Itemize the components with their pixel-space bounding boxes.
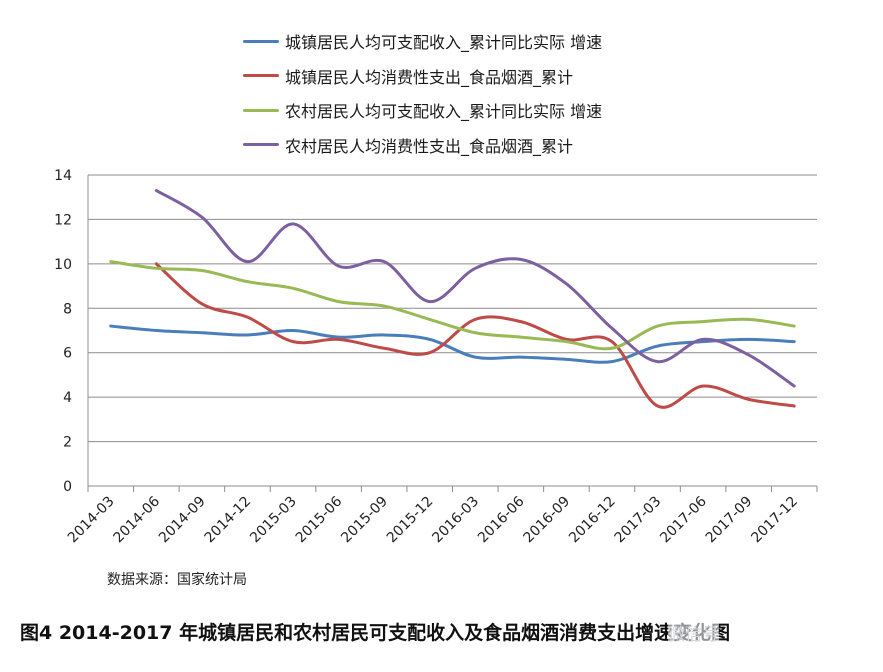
y-tick-label: 6 [63, 346, 72, 362]
chart-legend: 城镇居民人均可支配收入_累计同比实际 增速 城镇居民人均消费性支出_食品烟酒_累… [243, 24, 663, 162]
x-tick-label: 2016-06 [475, 493, 528, 546]
x-tick-label: 2016-09 [521, 494, 574, 547]
legend-label: 农村居民人均消费性支出_食品烟酒_累计 [285, 136, 574, 156]
legend-item: 城镇居民人均消费性支出_食品烟酒_累计 [243, 59, 663, 94]
y-tick-label: 4 [63, 390, 72, 406]
legend-label: 城镇居民人均可支配收入_累计同比实际 增速 [285, 33, 603, 53]
x-tick-label: 2014-12 [202, 494, 255, 547]
x-tick-label: 2015-12 [384, 494, 437, 547]
series-line-3 [154, 189, 796, 388]
y-tick-label: 14 [54, 168, 72, 184]
legend-swatch [243, 39, 279, 43]
series-line-0 [109, 324, 796, 364]
x-tick-label: 2014-06 [110, 493, 163, 546]
y-tick-label: 8 [63, 301, 72, 317]
legend-item: 农村居民人均消费性支出_食品烟酒_累计 [243, 128, 663, 163]
legend-item: 农村居民人均可支配收入_累计同比实际 增速 [243, 93, 663, 128]
watermark: 微信号 [668, 620, 719, 645]
source-note: 数据来源：国家统计局 [107, 572, 247, 588]
x-tick-label: 2014-03 [65, 494, 118, 547]
y-tick-label: 12 [54, 212, 72, 228]
legend-swatch [243, 74, 279, 78]
legend-swatch [243, 143, 279, 147]
y-tick-label: 0 [63, 479, 72, 495]
x-tick-label: 2015-03 [247, 494, 300, 547]
legend-swatch [243, 108, 279, 112]
series-line-2 [109, 260, 796, 351]
series-line-1 [154, 262, 796, 409]
figure-caption: 图4 2014-2017 年城镇居民和农村居民可支配收入及食品烟酒消费支出增速变… [20, 622, 731, 644]
x-tick-label: 2015-09 [338, 494, 391, 547]
x-tick-label: 2015-06 [293, 493, 346, 546]
y-tick-label: 10 [54, 257, 72, 273]
x-tick-label: 2016-03 [429, 494, 482, 547]
x-tick-label: 2017-09 [703, 494, 756, 547]
x-tick-label: 2014-09 [156, 494, 209, 547]
legend-label: 农村居民人均可支配收入_累计同比实际 增速 [285, 102, 603, 122]
x-tick-label: 2017-12 [748, 494, 801, 547]
y-tick-label: 2 [63, 435, 72, 451]
legend-label: 城镇居民人均消费性支出_食品烟酒_累计 [285, 67, 574, 87]
x-tick-label: 2017-06 [657, 493, 710, 546]
legend-item: 城镇居民人均可支配收入_累计同比实际 增速 [243, 24, 663, 59]
x-tick-label: 2017-03 [612, 494, 665, 547]
x-tick-label: 2016-12 [566, 494, 619, 547]
